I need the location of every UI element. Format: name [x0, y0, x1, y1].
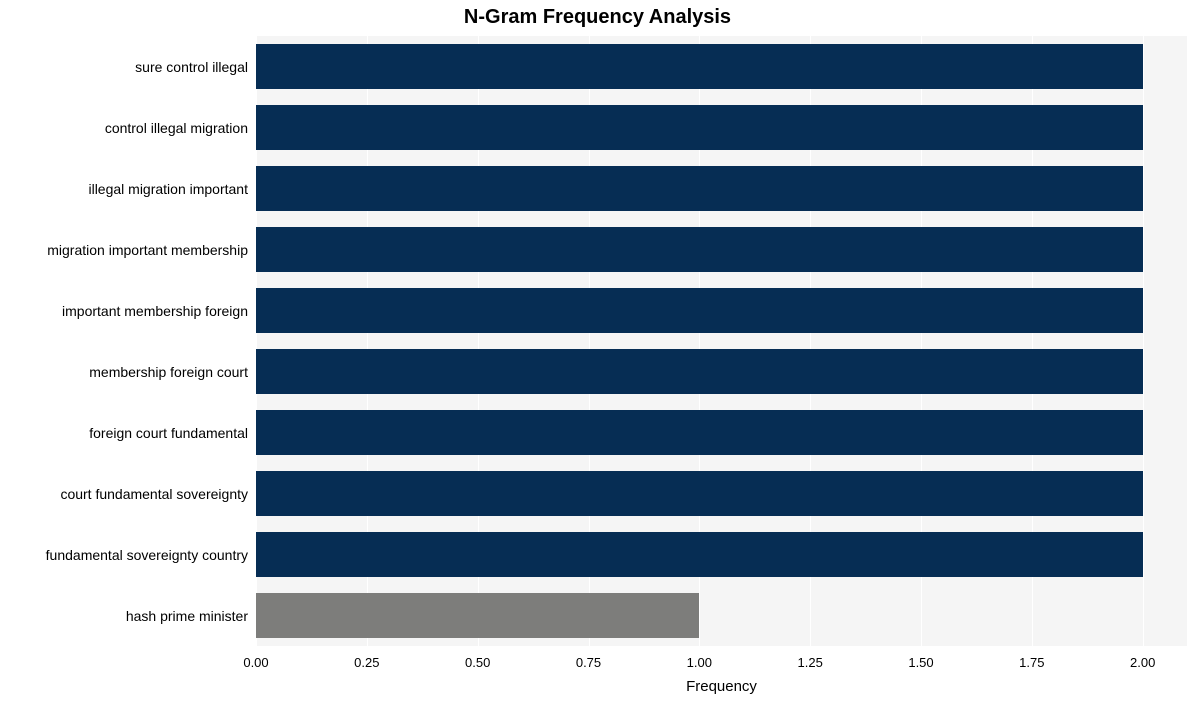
y-tick-label: hash prime minister: [126, 608, 248, 624]
bar: [256, 44, 1143, 89]
plot-area: [256, 36, 1187, 646]
bar: [256, 288, 1143, 333]
bar: [256, 593, 699, 638]
bar: [256, 349, 1143, 394]
bar: [256, 105, 1143, 150]
y-tick-label: court fundamental sovereignty: [60, 486, 248, 502]
bar: [256, 410, 1143, 455]
y-tick-label: sure control illegal: [135, 59, 248, 75]
x-tick-label: 1.00: [687, 655, 712, 670]
x-tick-label: 2.00: [1130, 655, 1155, 670]
x-tick-label: 0.00: [243, 655, 268, 670]
x-axis-label: Frequency: [256, 678, 1187, 695]
y-tick-label: important membership foreign: [62, 303, 248, 319]
y-tick-label: fundamental sovereignty country: [46, 547, 248, 563]
y-tick-label: membership foreign court: [89, 364, 248, 380]
x-tick-label: 1.50: [908, 655, 933, 670]
y-tick-label: control illegal migration: [105, 120, 248, 136]
y-tick-label: migration important membership: [47, 242, 248, 258]
bar: [256, 166, 1143, 211]
y-tick-label: illegal migration important: [88, 181, 248, 197]
bar: [256, 227, 1143, 272]
chart-title: N-Gram Frequency Analysis: [0, 6, 1195, 29]
x-tick-label: 0.25: [354, 655, 379, 670]
x-tick-label: 0.75: [576, 655, 601, 670]
bar: [256, 532, 1143, 577]
y-tick-label: foreign court fundamental: [89, 425, 248, 441]
x-tick-label: 1.25: [798, 655, 823, 670]
x-tick-label: 0.50: [465, 655, 490, 670]
ngram-frequency-chart: N-Gram Frequency Analysis sure control i…: [0, 0, 1195, 701]
x-tick-label: 1.75: [1019, 655, 1044, 670]
bar: [256, 471, 1143, 516]
